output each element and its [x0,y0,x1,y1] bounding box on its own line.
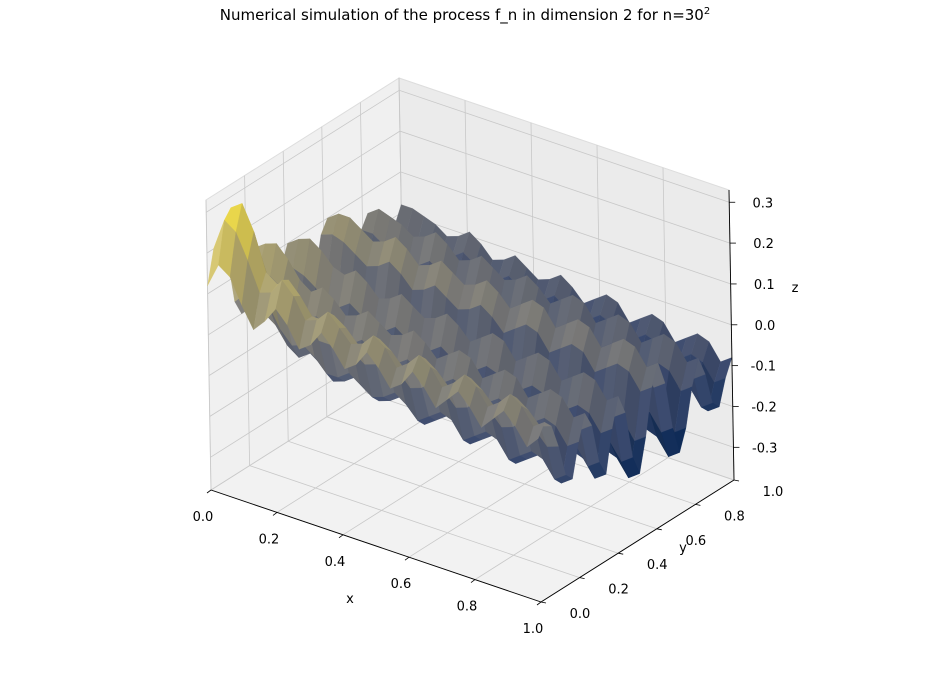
y-tick-label: 0.6 [685,534,706,549]
x-tick-mark [338,534,344,539]
x-axis-line [210,489,542,603]
y-tick-mark [656,528,662,531]
y-tick-mark [618,552,624,555]
y-tick-mark [695,504,701,506]
x-tick-mark [206,489,212,494]
x-axis-label: x [346,592,354,607]
y-tick-label: 0.8 [724,509,745,524]
grid-line-y [321,126,657,530]
x-tick-label: 0.2 [259,532,280,547]
y-tick-label: 0.2 [608,583,629,598]
tick-labels: 0.0 0.2 0.4 0.6 0.8 1.0 0.0 0.2 0.4 0.6 0.8 1.0 -0.3… [193,196,784,637]
chart-title-text: Numerical simulation of the process f_n … [219,6,704,24]
grid-line-y [282,151,619,554]
x-tick-label: 0.6 [391,577,412,592]
z-tick-label: 0.0 [755,319,776,334]
grid-line-z [205,89,730,213]
x-tick-label: 1.0 [523,622,544,637]
chart-title: Numerical simulation of the process f_n … [0,6,930,24]
x-tick-mark [404,556,410,561]
z-tick-label: -0.3 [752,441,777,456]
y-tick-mark [540,601,547,604]
chart-title-superscript: 2 [703,6,711,17]
y-axis-label: y [679,541,687,556]
axis-lines [206,189,740,606]
y-axis-line [540,479,735,603]
y-tick-label: 0.0 [570,607,591,622]
y-tick-label: 0.4 [647,558,668,573]
surface-mesh [207,202,733,484]
z-tick-label: -0.2 [751,400,776,415]
z-tick-label: 0.3 [753,196,774,211]
grid-line-z [206,130,731,254]
z-tick-label: 0.1 [754,278,775,293]
x-tick-mark [536,601,542,606]
y-tick-mark [579,577,585,579]
x-tick-label: 0.8 [457,600,478,615]
z-axis-line [728,189,735,481]
x-tick-mark [470,579,476,583]
y-tick-label: 1.0 [763,485,784,500]
z-tick-label: 0.2 [753,237,774,252]
y-tick-mark [733,479,740,482]
x-tick-mark [272,512,278,516]
grid-line-y [360,102,696,505]
surface-face [526,421,545,448]
x-tick-label: 0.0 [193,510,214,525]
z-axis-label: z [792,281,799,296]
z-tick-label: -0.1 [751,360,776,375]
x-tick-label: 0.4 [325,555,346,570]
